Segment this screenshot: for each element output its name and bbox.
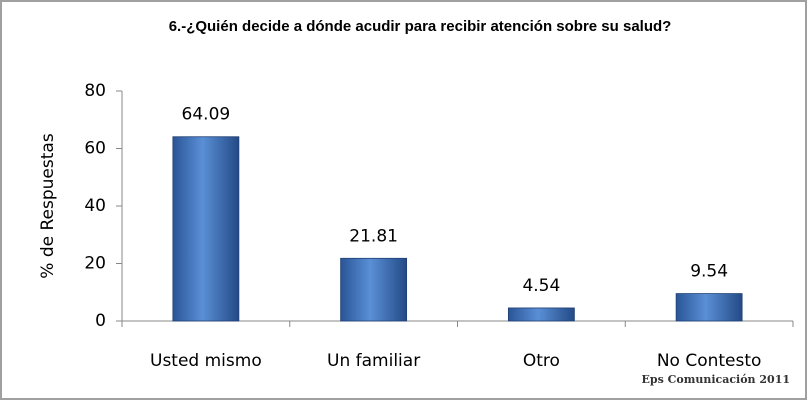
chart-title: 6.-¿Quién decide a dónde acudir para rec…: [168, 18, 672, 35]
y-tick-label: 0: [95, 311, 106, 331]
data-label: 9.54: [690, 262, 728, 282]
annotation: Eps Comunicación 2011: [642, 373, 790, 386]
y-tick-label: 40: [84, 196, 106, 216]
bar: [675, 293, 743, 322]
x-tick-label: Un familiar: [327, 351, 420, 371]
x-tick-label: Usted mismo: [150, 351, 262, 371]
data-label: 64.09: [182, 105, 231, 125]
y-tick-label: 20: [84, 254, 106, 274]
y-tick-label: 60: [84, 139, 106, 159]
y-tick-label: 80: [84, 81, 106, 101]
bar: [172, 136, 240, 322]
data-label: 4.54: [522, 276, 560, 296]
x-tick-label: No Contesto: [657, 351, 762, 371]
bar: [507, 307, 575, 322]
data-label: 21.81: [349, 226, 398, 246]
y-axis-label: % de Respuestas: [38, 133, 58, 279]
bar: [340, 257, 408, 322]
x-tick-label: Otro: [523, 351, 560, 371]
